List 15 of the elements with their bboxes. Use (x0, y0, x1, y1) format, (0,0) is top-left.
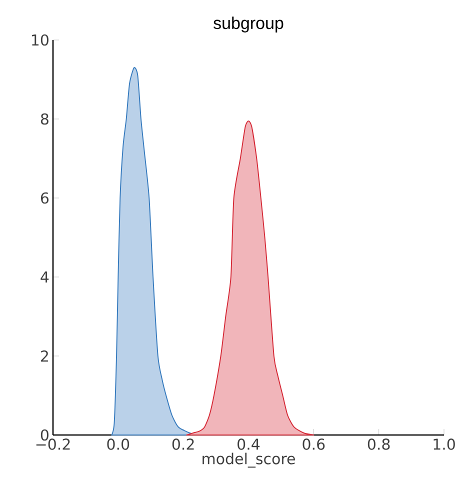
x-tick-label: 0.4 (237, 438, 260, 450)
x-tick-label: 0.0 (107, 438, 129, 450)
x-tick-label: 0.6 (302, 438, 325, 450)
y-tick-label: 8 (40, 113, 48, 125)
chart-title: subgroup (213, 16, 284, 32)
y-tick-label: 6 (40, 192, 48, 204)
x-axis-title: model_score (202, 452, 295, 468)
x-tick-label: −0.2 (36, 438, 70, 450)
y-tick-label: 0 (40, 429, 48, 441)
x-tick-label: 1.0 (434, 438, 455, 450)
y-tick-label: 2 (40, 350, 48, 362)
x-tick-label: 0.2 (172, 438, 194, 450)
x-tick-label: 0.8 (368, 438, 390, 450)
y-tick-label: 10 (32, 34, 48, 46)
y-tick-label: 4 (40, 272, 48, 282)
